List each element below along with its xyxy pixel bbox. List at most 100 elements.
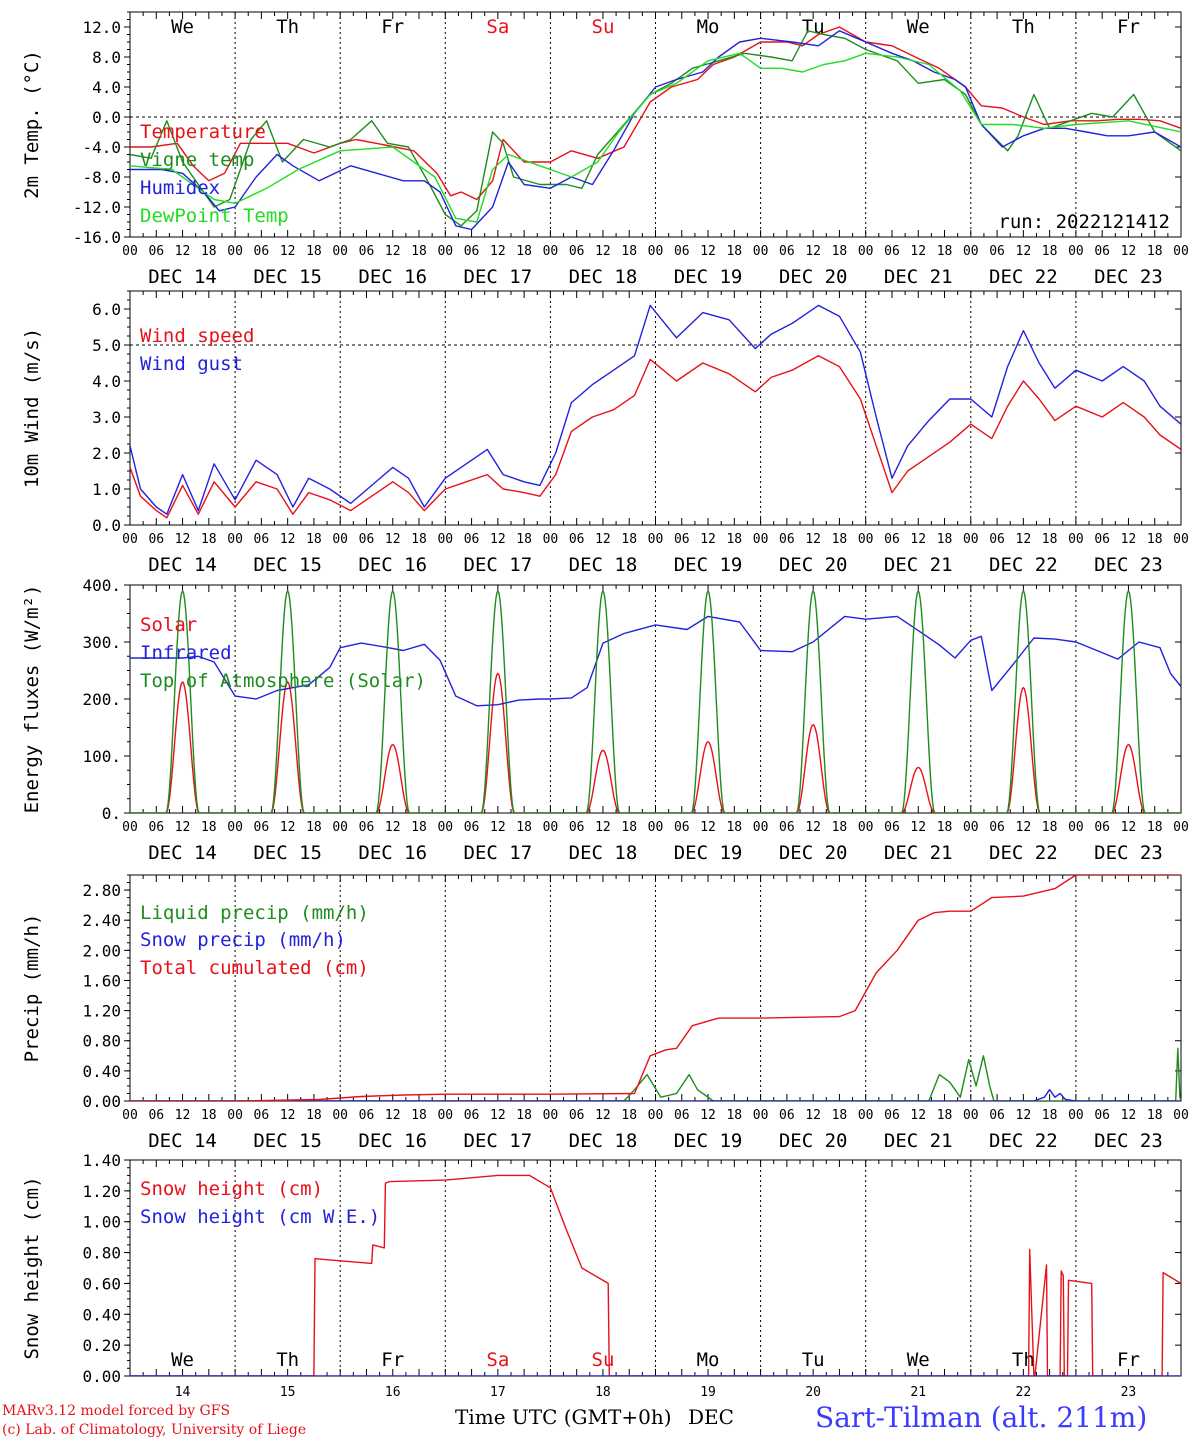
hour-tick-label: 12 (490, 1108, 506, 1123)
weekday-label: Th (276, 1349, 299, 1371)
hour-tick-label: 18 (1147, 820, 1163, 835)
chart-panel-4: 0.00 0.40 0.80 1.20 1.60 2.00 2.40 2.80 Precip (… (21, 874, 1189, 1152)
date-label: DEC 21 (884, 842, 953, 864)
legend-wind-speed: Wind speed (140, 325, 254, 347)
date-label: DEC 17 (464, 266, 533, 288)
hour-tick-label: 18 (516, 244, 532, 259)
hour-tick-label: 12 (805, 1108, 821, 1123)
hour-tick-label: 12 (595, 532, 611, 547)
date-label: DEC 19 (674, 842, 743, 864)
hour-tick-label: 18 (306, 820, 322, 835)
hour-tick-label: 12 (700, 532, 716, 547)
hour-tick-label: 06 (884, 1108, 900, 1123)
date-label: DEC 21 (884, 554, 953, 576)
y-tick-label: -12.0 (73, 198, 121, 217)
hour-tick-label: 00 (963, 1108, 979, 1123)
hour-tick-label: 00 (543, 820, 559, 835)
hour-tick-label: 06 (569, 820, 585, 835)
hour-tick-label: 12 (385, 244, 401, 259)
hour-tick-label: 00 (648, 532, 664, 547)
series-line-wind-gust (130, 304, 1181, 515)
hour-tick-label: 18 (1147, 244, 1163, 259)
hour-tick-label: 18 (516, 1108, 532, 1123)
hour-tick-label: 06 (148, 820, 164, 835)
legend-infrared: Infrared (140, 642, 232, 664)
run-label: run: 2022121412 (998, 211, 1170, 233)
hour-tick-label: 18 (937, 820, 953, 835)
hour-tick-label: 06 (674, 244, 690, 259)
hour-tick-label: 12 (805, 532, 821, 547)
hour-tick-label: 18 (621, 532, 637, 547)
hour-tick-label: 00 (227, 820, 243, 835)
day-number-label: 18 (595, 1385, 611, 1400)
credit-line-1: MARv3.12 model forced by GFS (2, 1403, 230, 1419)
date-label: DEC 15 (253, 842, 322, 864)
y-tick-label: 2.40 (82, 911, 121, 930)
y-axis-label: 10m Wind (m/s) (21, 328, 43, 488)
hour-tick-label: 00 (1173, 244, 1189, 259)
hour-tick-label: 00 (858, 532, 874, 547)
hour-tick-label: 06 (779, 820, 795, 835)
hour-tick-label: 00 (963, 532, 979, 547)
hour-tick-label: 18 (937, 244, 953, 259)
hour-tick-label: 18 (832, 820, 848, 835)
series-line-total-cumulated-cm (130, 875, 1181, 1101)
date-label: DEC 19 (674, 1130, 743, 1152)
hour-tick-label: 12 (910, 244, 926, 259)
panel-frame (129, 584, 1182, 814)
hour-tick-label: 12 (280, 532, 296, 547)
series-group (130, 26, 1181, 231)
y-axis-label: Precip (mm/h) (21, 914, 43, 1063)
legend-snow-precip-mm-h: Snow precip (mm/h) (140, 929, 346, 951)
legend-vigne-temp: Vigne temp (140, 149, 254, 171)
y-tick-label: 12.0 (82, 18, 121, 37)
date-label: DEC 14 (148, 266, 217, 288)
hour-tick-label: 18 (516, 820, 532, 835)
hour-tick-label: 18 (1042, 244, 1058, 259)
hour-tick-label: 06 (674, 1108, 690, 1123)
legend-solar: Solar (140, 614, 197, 636)
hour-tick-label: 00 (227, 244, 243, 259)
hour-tick-label: 12 (1016, 244, 1032, 259)
y-tick-label: 1.00 (82, 1213, 121, 1232)
hour-tick-label: 12 (175, 1108, 191, 1123)
y-tick-label: 0.0 (92, 516, 121, 535)
hour-tick-label: 06 (148, 1108, 164, 1123)
y-axis-label: Energy fluxes (W/m²) (21, 585, 43, 814)
y-tick-label: 5.0 (92, 336, 121, 355)
hour-tick-label: 18 (201, 532, 217, 547)
hour-tick-label: 18 (411, 1108, 427, 1123)
hour-tick-label: 18 (411, 820, 427, 835)
y-tick-label: 0. (102, 804, 121, 823)
date-label: DEC 18 (569, 266, 638, 288)
hour-tick-label: 06 (148, 532, 164, 547)
hour-tick-label: 12 (385, 532, 401, 547)
hour-tick-label: 18 (1147, 532, 1163, 547)
hour-tick-label: 00 (543, 244, 559, 259)
hour-tick-label: 12 (910, 532, 926, 547)
hour-tick-label: 00 (1173, 532, 1189, 547)
date-label: DEC 20 (779, 842, 848, 864)
hour-tick-label: 06 (359, 532, 375, 547)
hour-tick-label: 18 (937, 532, 953, 547)
y-axis-label: 2m Temp. (°C) (21, 50, 43, 199)
hour-tick-label: 00 (1173, 820, 1189, 835)
hour-tick-label: 18 (832, 532, 848, 547)
hour-tick-label: 18 (832, 244, 848, 259)
hour-tick-label: 00 (332, 820, 348, 835)
weekday-label: Th (1012, 1349, 1035, 1371)
hour-tick-label: 00 (227, 1108, 243, 1123)
hour-tick-label: 12 (700, 820, 716, 835)
y-tick-label: -4.0 (82, 138, 121, 157)
hour-tick-label: 06 (254, 244, 270, 259)
hour-tick-label: 00 (1068, 532, 1084, 547)
hour-tick-label: 00 (648, 244, 664, 259)
date-label: DEC 16 (358, 1130, 427, 1152)
date-label: DEC 18 (569, 842, 638, 864)
y-tick-label: 1.20 (82, 1182, 121, 1201)
hour-tick-label: 12 (1016, 1108, 1032, 1123)
weekday-label: Su (592, 16, 615, 38)
y-tick-label: 2.00 (82, 941, 121, 960)
date-label: DEC 21 (884, 1130, 953, 1152)
